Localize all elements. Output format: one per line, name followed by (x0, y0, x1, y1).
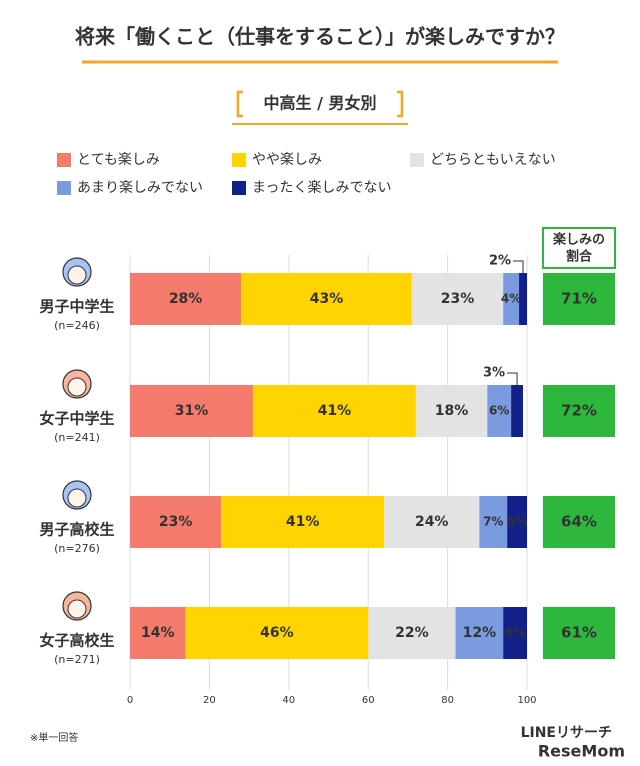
avatar-face (67, 377, 87, 397)
bar-segment (130, 496, 222, 548)
bar-segment (503, 607, 527, 659)
value-label: 5% (507, 515, 527, 529)
bar-segment (507, 496, 527, 548)
bar-segment (185, 607, 369, 659)
sample-size: (n=271) (54, 653, 100, 666)
value-label: 41% (286, 514, 320, 530)
value-label: 46% (260, 625, 294, 641)
bar-segment (221, 496, 385, 548)
avatar-face (67, 265, 87, 285)
value-label: 23% (159, 514, 193, 530)
value-label: 22% (395, 625, 429, 641)
bar-segment (253, 385, 416, 437)
legend-label: とても楽しみ (77, 152, 160, 168)
bar-segment (130, 607, 186, 659)
value-label: 43% (310, 291, 344, 307)
value-label: 18% (435, 403, 469, 419)
value-label: 31% (175, 403, 209, 419)
bar-segment (384, 496, 480, 548)
bar-segment (130, 273, 242, 325)
value-label: 6% (505, 626, 525, 640)
bar-segment (503, 273, 520, 325)
legend-label: やや楽しみ (252, 152, 322, 168)
bar-segment (487, 385, 512, 437)
x-tick-label: 80 (441, 695, 454, 706)
bar-segment (479, 496, 508, 548)
bar-segment (511, 385, 524, 437)
legend-label: どちらともいえない (430, 152, 556, 168)
credit: ReseMom (538, 742, 625, 761)
subtitle: 中高生 / 男女別 (264, 94, 377, 113)
total-label: 64% (561, 513, 597, 531)
bar-segment (455, 607, 504, 659)
bar-segment (130, 385, 254, 437)
avatar-face (67, 599, 87, 619)
legend-swatch (57, 181, 71, 195)
category-label: 女子中学生 (39, 410, 114, 428)
leader-line (507, 372, 518, 385)
note: ※単一回答 (30, 731, 78, 744)
category-label: 男子中学生 (39, 298, 114, 316)
leader-line (513, 260, 524, 273)
x-tick-label: 0 (127, 695, 133, 706)
avatar-face (67, 488, 87, 508)
chart-title: 将来「働くこと（仕事をすること）」が楽しみですか？ (75, 25, 565, 49)
legend-label: まったく楽しみでない (252, 180, 391, 196)
total-box (543, 273, 615, 325)
value-label: 23% (441, 291, 475, 307)
value-label: 28% (169, 291, 203, 307)
legend-swatch (232, 181, 246, 195)
total-box (543, 607, 615, 659)
total-label: 61% (561, 624, 597, 642)
legend-label: あまり楽しみでない (77, 180, 203, 196)
value-label: 7% (483, 515, 503, 529)
value-label: 24% (415, 514, 449, 530)
bar-segment (415, 385, 488, 437)
totals-header: 割合 (566, 249, 593, 265)
source: LINEリサーチ (521, 725, 612, 741)
value-label: 2% (489, 254, 511, 269)
total-box (543, 496, 615, 548)
category-label: 男子高校生 (39, 521, 114, 539)
sample-size: (n=241) (54, 431, 100, 444)
legend-swatch (57, 153, 71, 167)
value-label: 41% (318, 403, 352, 419)
value-label: 14% (141, 625, 175, 641)
x-tick-label: 40 (282, 695, 295, 706)
total-label: 72% (561, 402, 597, 420)
x-tick-label: 20 (203, 695, 216, 706)
totals-header-box (542, 227, 616, 269)
total-label: 71% (561, 290, 597, 308)
bar-segment (368, 607, 456, 659)
value-label: 3% (483, 366, 505, 381)
bar-segment (241, 273, 412, 325)
sample-size: (n=276) (54, 542, 100, 555)
sample-size: (n=246) (54, 319, 100, 332)
legend-swatch (410, 153, 424, 167)
subtitle-brackets (236, 90, 404, 118)
x-tick-label: 60 (362, 695, 375, 706)
value-label: 6% (489, 404, 509, 418)
legend-swatch (232, 153, 246, 167)
value-label: 12% (463, 625, 497, 641)
bar-segment (411, 273, 504, 325)
category-label: 女子高校生 (39, 632, 114, 650)
value-label: 4% (501, 292, 521, 306)
x-tick-label: 100 (517, 695, 536, 706)
bar-segment (519, 273, 527, 325)
total-box (543, 385, 615, 437)
totals-header: 楽しみの (552, 232, 605, 248)
